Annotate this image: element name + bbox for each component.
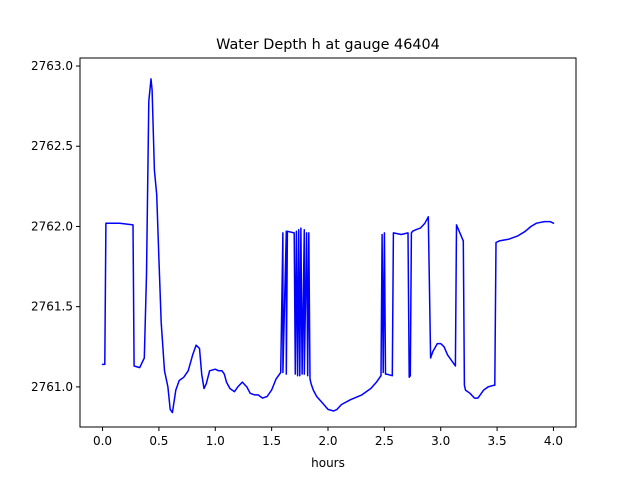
x-tick-label: 0.5 [149, 434, 168, 448]
x-tick-label: 2.0 [318, 434, 337, 448]
x-tick-label: 1.0 [206, 434, 225, 448]
series-line-0 [101, 78, 555, 414]
y-tick-label: 2761.0 [31, 380, 73, 394]
x-tick-label: 1.5 [262, 434, 281, 448]
y-axis: 2761.0 2761.5 2762.0 2762.5 2763.0 [31, 59, 80, 394]
x-axis-label: hours [311, 456, 345, 470]
plot-area [101, 78, 555, 414]
y-tick-label: 2761.5 [31, 300, 73, 314]
x-tick-label: 3.0 [431, 434, 450, 448]
y-tick-label: 2763.0 [31, 59, 73, 73]
chart-title: Water Depth h at gauge 46404 [216, 37, 440, 53]
y-tick-label: 2762.5 [31, 139, 73, 153]
x-tick-label: 0.0 [93, 434, 112, 448]
x-tick-label: 2.5 [375, 434, 394, 448]
x-tick-label: 4.0 [544, 434, 563, 448]
y-tick-label: 2762.0 [31, 219, 73, 233]
x-tick-label: 3.5 [488, 434, 507, 448]
x-axis: 0.0 0.5 1.0 1.5 2.0 2.5 3.0 3.5 4.0 [93, 427, 563, 448]
